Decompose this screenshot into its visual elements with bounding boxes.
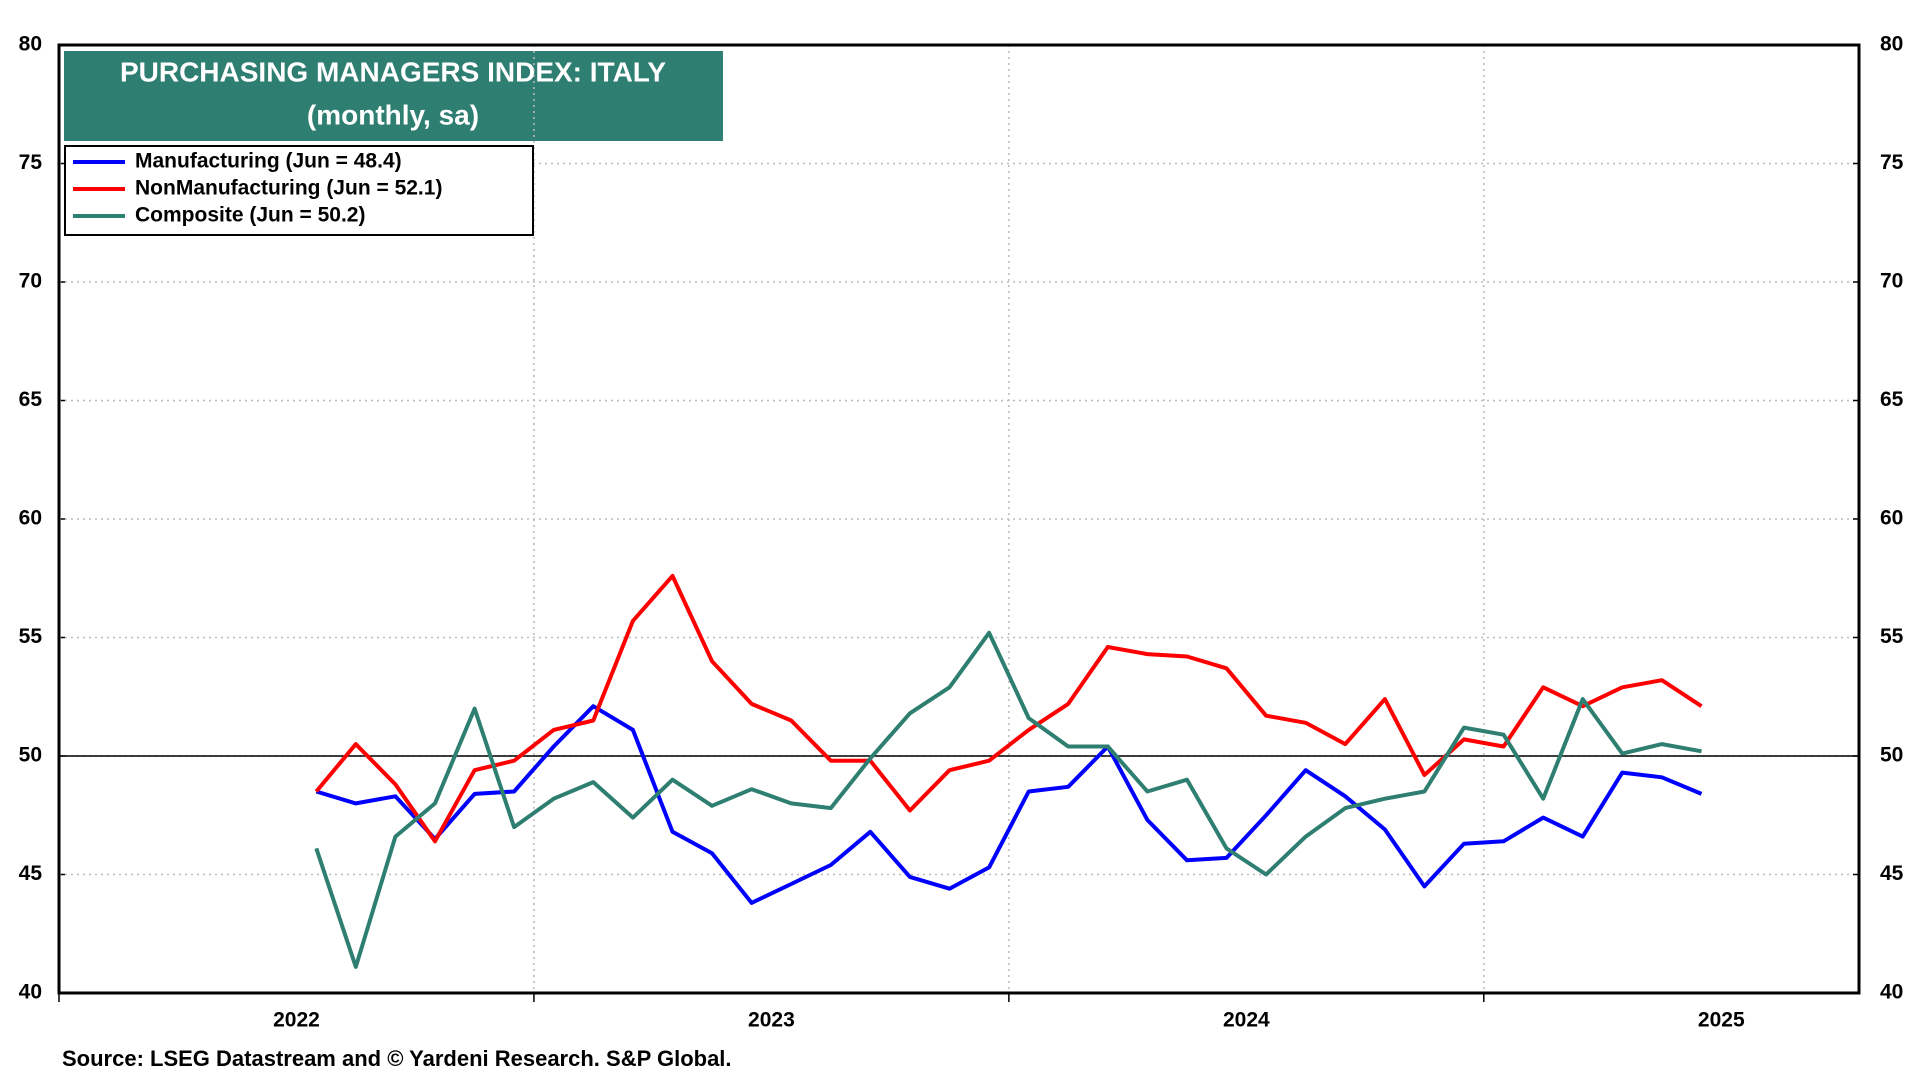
chart-title: PURCHASING MANAGERS INDEX: ITALY [120, 56, 666, 87]
y2-tick-label: 65 [1880, 388, 1904, 411]
y-tick-label: 80 [19, 33, 42, 56]
y2-tick-label: 50 [1880, 744, 1903, 767]
y-tick-label: 50 [19, 744, 42, 767]
series-line [314, 630, 1702, 969]
legend-box [64, 145, 534, 236]
y2-tick-label: 60 [1880, 507, 1903, 530]
y2-tick-label: 75 [1880, 151, 1904, 174]
legend-label: Composite (Jun = 50.2) [135, 204, 365, 227]
y-tick-label: 40 [19, 981, 42, 1004]
y2-tick-label: 70 [1880, 270, 1903, 293]
source-note: Source: LSEG Datastream and © Yardeni Re… [62, 1046, 732, 1071]
y-tick-label: 45 [19, 862, 43, 885]
x-tick-label: 2024 [1223, 1009, 1270, 1032]
y-tick-label: 55 [19, 625, 43, 648]
title-box [64, 51, 723, 141]
chart-subtitle: (monthly, sa) [307, 99, 479, 130]
y-tick-label: 60 [19, 507, 42, 530]
x-tick-label: 2025 [1698, 1009, 1745, 1032]
series-line [315, 704, 1703, 905]
y2-tick-label: 45 [1880, 862, 1904, 885]
y2-tick-label: 40 [1880, 981, 1903, 1004]
x-tick-label: 2023 [748, 1009, 795, 1032]
y-tick-label: 65 [19, 388, 43, 411]
series-line [314, 573, 1703, 844]
legend-label: Manufacturing (Jun = 48.4) [135, 150, 402, 173]
y-tick-label: 75 [19, 151, 43, 174]
legend-label: NonManufacturing (Jun = 52.1) [135, 177, 442, 200]
y2-tick-label: 80 [1880, 33, 1903, 56]
plot-frame [57, 43, 1861, 995]
x-tick-label: 2022 [273, 1009, 320, 1032]
y-tick-label: 70 [19, 270, 42, 293]
y2-tick-label: 55 [1880, 625, 1904, 648]
